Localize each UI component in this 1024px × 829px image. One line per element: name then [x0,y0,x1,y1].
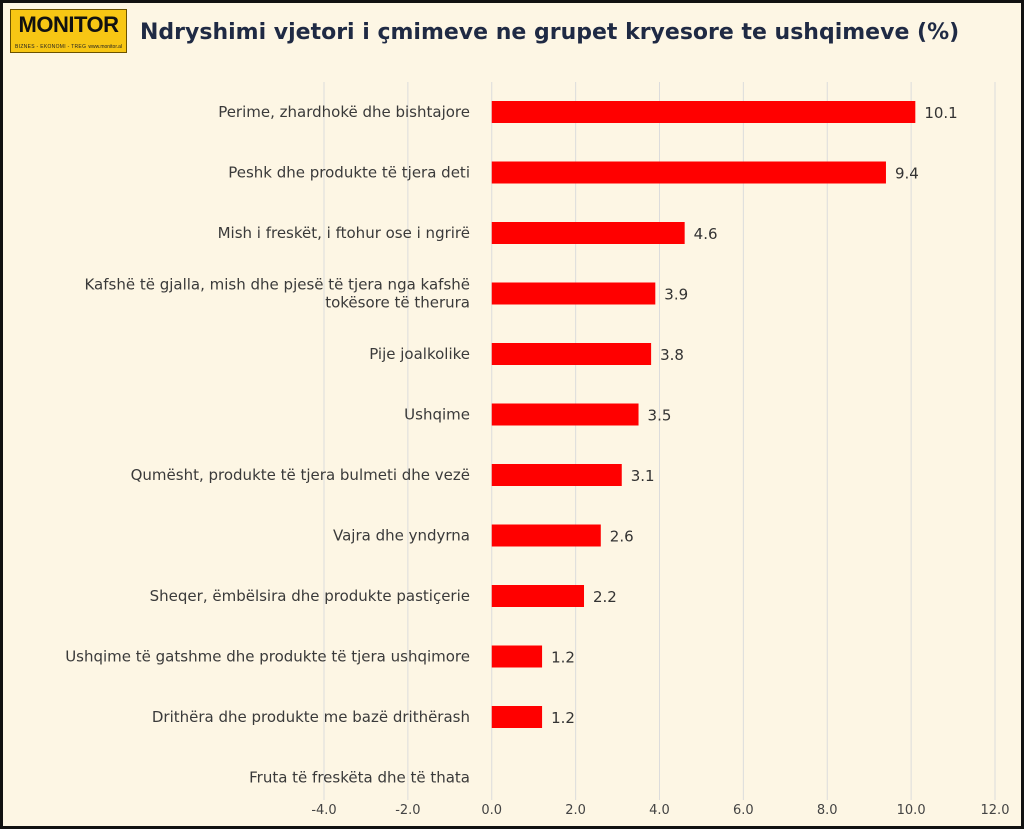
category-label-line: Pije joalkolike [369,345,470,363]
bar [491,101,916,123]
bar [491,585,585,607]
category-label-line: Perime, zhardhokë dhe bishtajore [218,103,470,121]
bar [491,343,652,365]
category-label-line: tokësore të therura [325,294,470,312]
x-tick-label: 4.0 [649,803,670,818]
bar [491,464,622,486]
category-label: Peshk dhe produkte të tjera deti [228,164,470,182]
category-label: Qumësht, produkte të tjera bulmeti dhe v… [131,466,470,484]
bar [491,222,685,244]
data-label: 2.2 [593,588,617,606]
category-label-line: Ushqime [404,406,470,424]
x-tick-label: 10.0 [897,803,926,818]
bar [491,706,543,728]
x-tick-label: 2.0 [565,803,586,818]
data-label: 1.2 [551,649,575,667]
category-label: Vajra dhe yndyrna [333,527,470,545]
category-label-line: Qumësht, produkte të tjera bulmeti dhe v… [131,466,470,484]
category-label-line: Mish i freskët, i ftohur ose i ngrirë [218,224,470,242]
category-label: Perime, zhardhokë dhe bishtajore [218,103,470,121]
category-label-line: Ushqime të gatshme dhe produkte të tjera… [65,648,470,666]
bar [491,161,886,184]
data-label: 4.6 [694,225,718,243]
category-label: Drithëra dhe produkte me bazë drithërash [152,708,470,726]
bar [491,282,656,305]
x-tick-label: -4.0 [311,803,336,818]
data-label: 3.1 [631,467,655,485]
category-label: Fruta të freskëta dhe të thata [249,769,470,787]
chart-title: Ndryshimi vjetori i çmimeve ne grupet kr… [140,20,960,45]
category-label: Ushqime të gatshme dhe produkte të tjera… [65,648,470,666]
data-label: 3.9 [664,286,688,304]
data-label: 3.8 [660,346,684,364]
category-label: Sheqer, ëmbëlsira dhe produkte pastiçeri… [150,587,470,605]
data-label: 1.2 [551,709,575,727]
category-label-line: Sheqer, ëmbëlsira dhe produkte pastiçeri… [150,587,470,605]
bar [491,524,601,547]
category-label: Ushqime [404,406,470,424]
logo-url: www.monitor.al [88,44,122,50]
x-tick-label: 12.0 [981,803,1010,818]
category-label-line: Kafshë të gjalla, mish dhe pjesë të tjer… [84,276,470,294]
x-tick-label: -2.0 [395,803,420,818]
monitor-logo: MONITOR BIZNES - EKONOMI - TREG www.moni… [10,9,127,53]
data-label: 10.1 [924,104,957,122]
bar [491,645,543,668]
category-label-line: Vajra dhe yndyrna [333,527,470,545]
category-label-line: Fruta të freskëta dhe të thata [249,769,470,787]
category-label: Pije joalkolike [369,345,470,363]
category-label: Mish i freskët, i ftohur ose i ngrirë [218,224,470,242]
category-label-line: Drithëra dhe produkte me bazë drithërash [152,708,470,726]
logo-wordmark: MONITOR [18,12,119,37]
data-label: 2.6 [610,528,634,546]
bar [491,403,639,426]
data-label: 3.5 [648,407,672,425]
category-label-line: Peshk dhe produkte të tjera deti [228,164,470,182]
x-tick-label: 6.0 [733,803,754,818]
category-label: Kafshë të gjalla, mish dhe pjesë të tjer… [84,276,470,312]
logo-tagline: BIZNES - EKONOMI - TREG [15,44,87,50]
x-tick-label: 8.0 [817,803,838,818]
x-tick-label: 0.0 [481,803,502,818]
data-label: 9.4 [895,165,919,183]
